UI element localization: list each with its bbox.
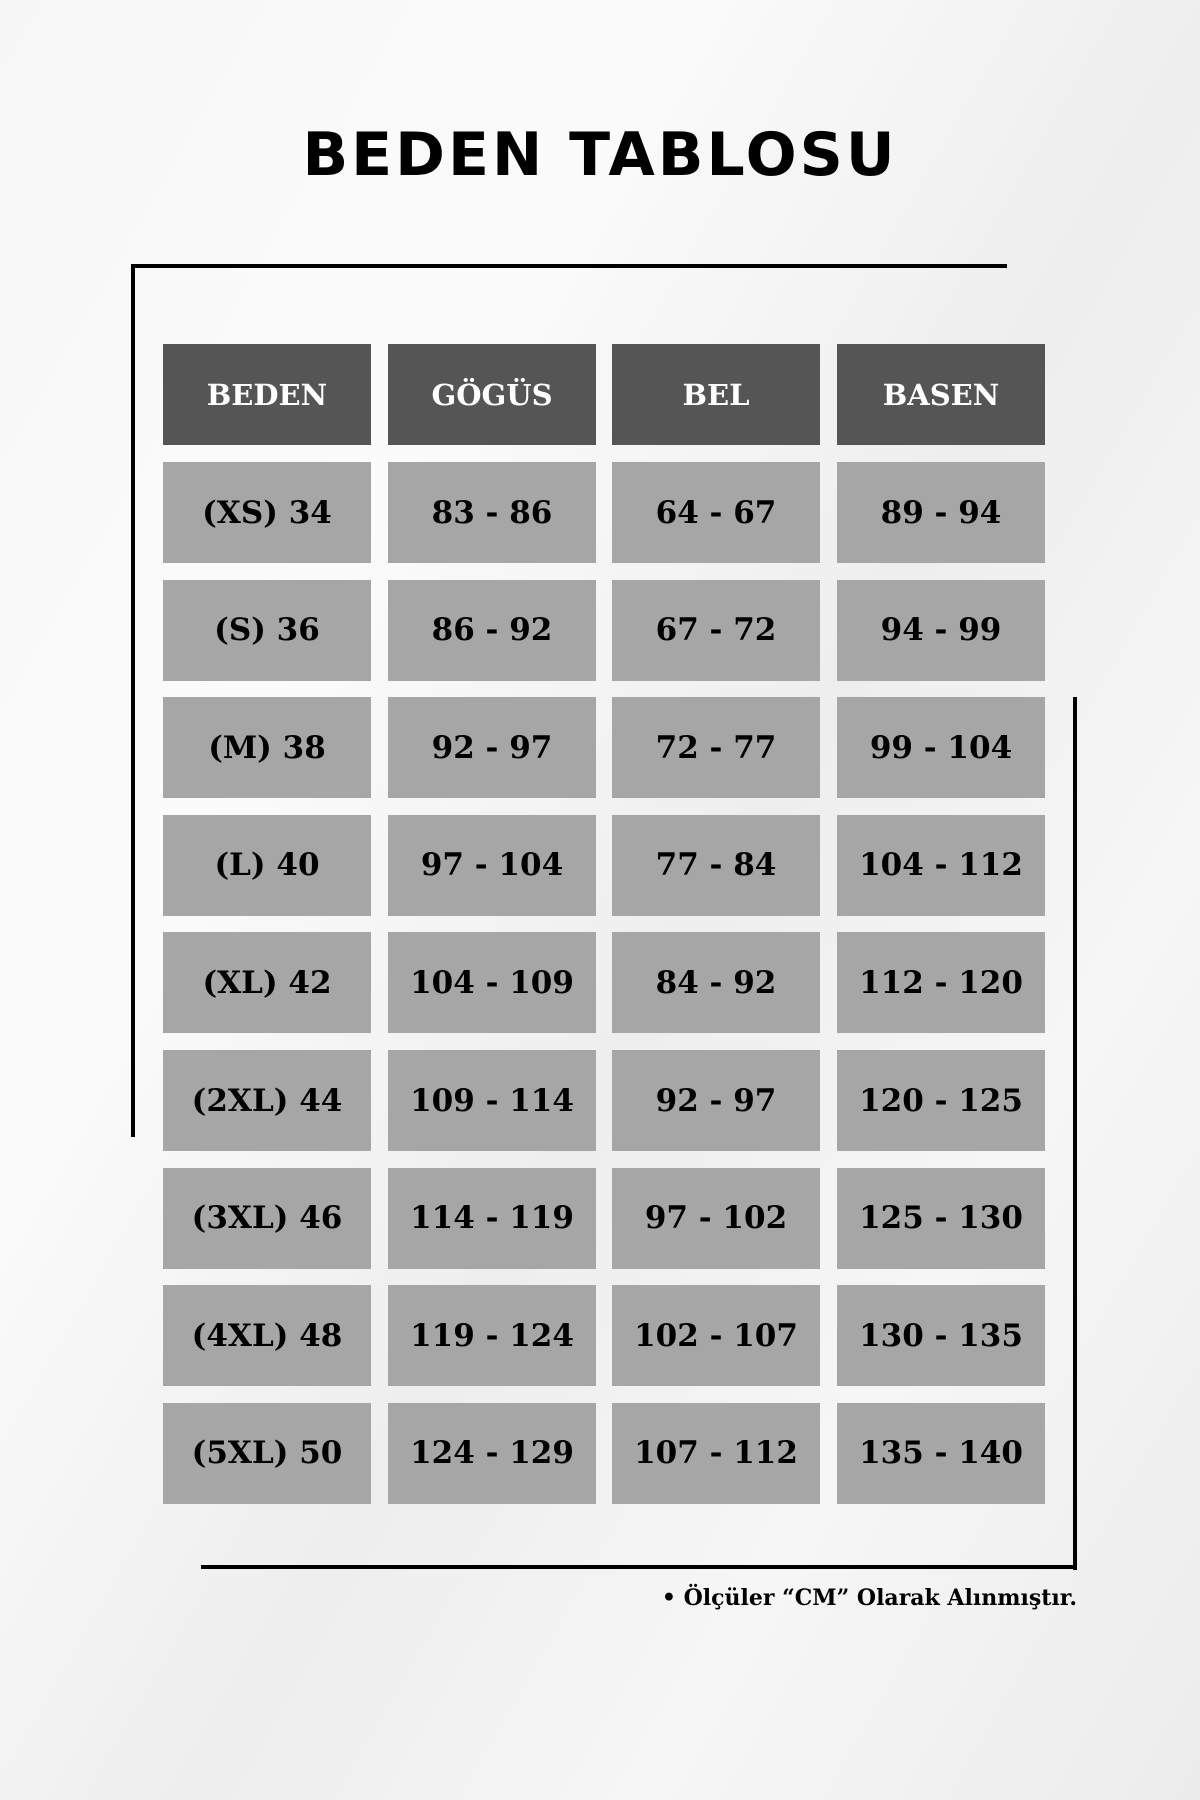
table-cell: 135 - 140 [837,1402,1045,1504]
table-cell: 94 - 99 [837,579,1045,681]
frame-top-line [134,264,1007,268]
table-cell: 104 - 112 [837,814,1045,916]
table-cell: 86 - 92 [388,579,596,681]
table-cell: 97 - 104 [388,814,596,916]
page-title: BEDEN TABLOSU [302,120,898,190]
table-cell: 67 - 72 [612,579,820,681]
table-cell: (4XL) 48 [163,1285,371,1387]
column-header: GÖGÜS [388,344,596,445]
table-cell: (2XL) 44 [163,1050,371,1151]
table-cell: 109 - 114 [388,1050,596,1151]
table-cell: (S) 36 [163,579,371,681]
table-cell: (L) 40 [163,814,371,916]
table-cell: 114 - 119 [388,1167,596,1269]
footnote: • Ölçüler “CM” Olarak Alınmıştır. [661,1585,1077,1611]
column-header: BEL [612,344,820,445]
table-cell: (5XL) 50 [163,1402,371,1504]
table-cell: 124 - 129 [388,1402,596,1504]
frame-bottom-line [201,1565,1076,1569]
table-cell: 92 - 97 [388,697,596,799]
table-cell: 89 - 94 [837,462,1045,563]
table-cell: 83 - 86 [388,462,596,563]
table-cell: 125 - 130 [837,1167,1045,1269]
table-cell: 102 - 107 [612,1285,820,1387]
table-cell: 112 - 120 [837,932,1045,1034]
table-cell: 104 - 109 [388,932,596,1034]
table-cell: 130 - 135 [837,1285,1045,1387]
table-cell: 72 - 77 [612,697,820,799]
table-cell: (3XL) 46 [163,1167,371,1269]
table-cell: 119 - 124 [388,1285,596,1387]
table-cell: 120 - 125 [837,1050,1045,1151]
table-cell: 99 - 104 [837,697,1045,799]
frame-left-line [131,264,135,1137]
frame-right-line [1073,697,1077,1570]
table-cell: 92 - 97 [612,1050,820,1151]
table-cell: (M) 38 [163,697,371,799]
column-header: BEDEN [163,344,371,445]
column-header: BASEN [837,344,1045,445]
table-cell: 77 - 84 [612,814,820,916]
table-cell: 64 - 67 [612,462,820,563]
table-cell: (XS) 34 [163,462,371,563]
table-cell: (XL) 42 [163,932,371,1034]
table-cell: 107 - 112 [612,1402,820,1504]
table-cell: 84 - 92 [612,932,820,1034]
table-cell: 97 - 102 [612,1167,820,1269]
